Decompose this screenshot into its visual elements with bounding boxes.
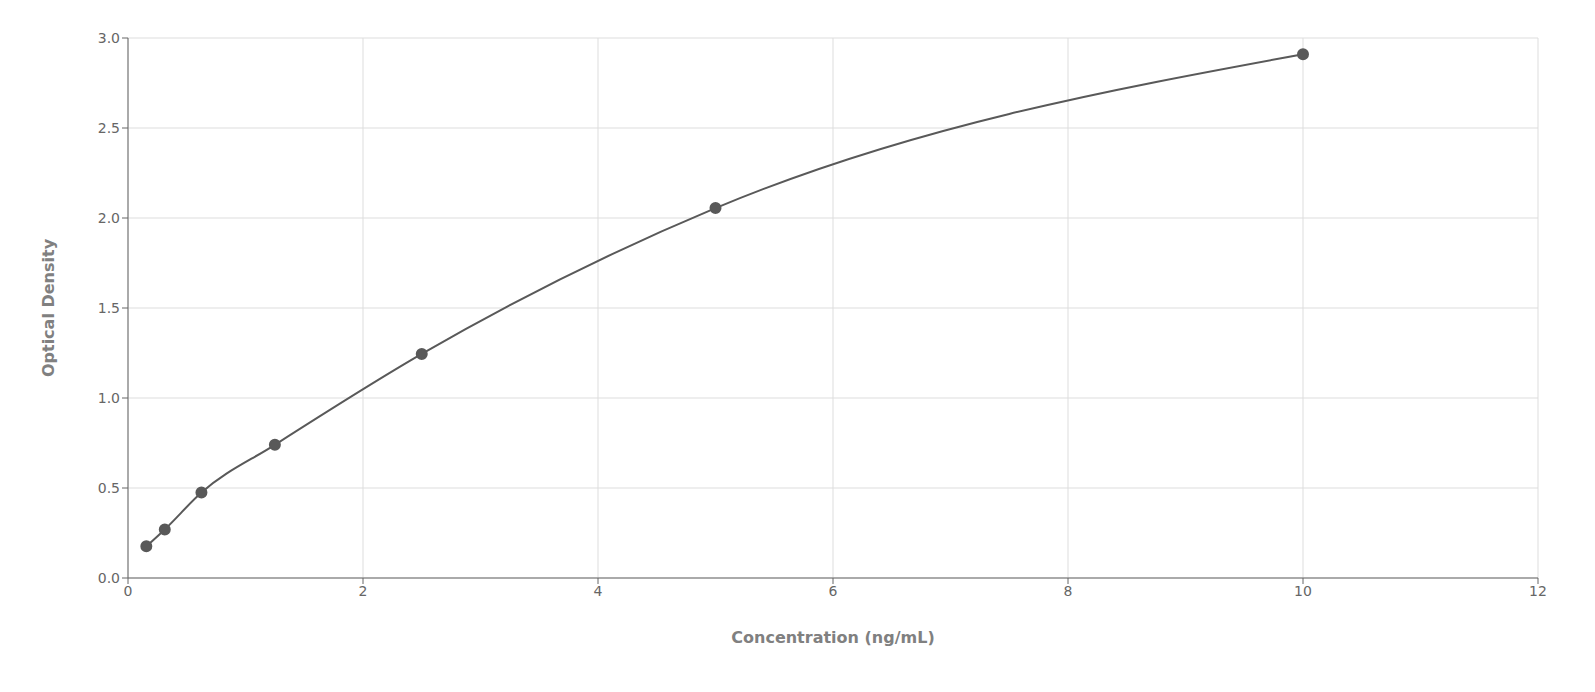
svg-text:Concentration (ng/mL): Concentration (ng/mL) — [731, 628, 934, 647]
svg-text:8: 8 — [1064, 583, 1073, 599]
svg-text:6: 6 — [829, 583, 838, 599]
svg-text:1.5: 1.5 — [98, 300, 120, 316]
svg-text:2: 2 — [359, 583, 368, 599]
svg-text:0.5: 0.5 — [98, 480, 120, 496]
svg-text:3.0: 3.0 — [98, 30, 120, 46]
svg-text:2.5: 2.5 — [98, 120, 120, 136]
svg-text:12: 12 — [1529, 583, 1547, 599]
svg-text:0.0: 0.0 — [98, 570, 120, 586]
svg-text:0: 0 — [124, 583, 133, 599]
svg-text:1.0: 1.0 — [98, 390, 120, 406]
svg-text:4: 4 — [594, 583, 603, 599]
svg-text:Optical Density: Optical Density — [39, 238, 58, 377]
svg-text:10: 10 — [1294, 583, 1312, 599]
svg-text:2.0: 2.0 — [98, 210, 120, 226]
